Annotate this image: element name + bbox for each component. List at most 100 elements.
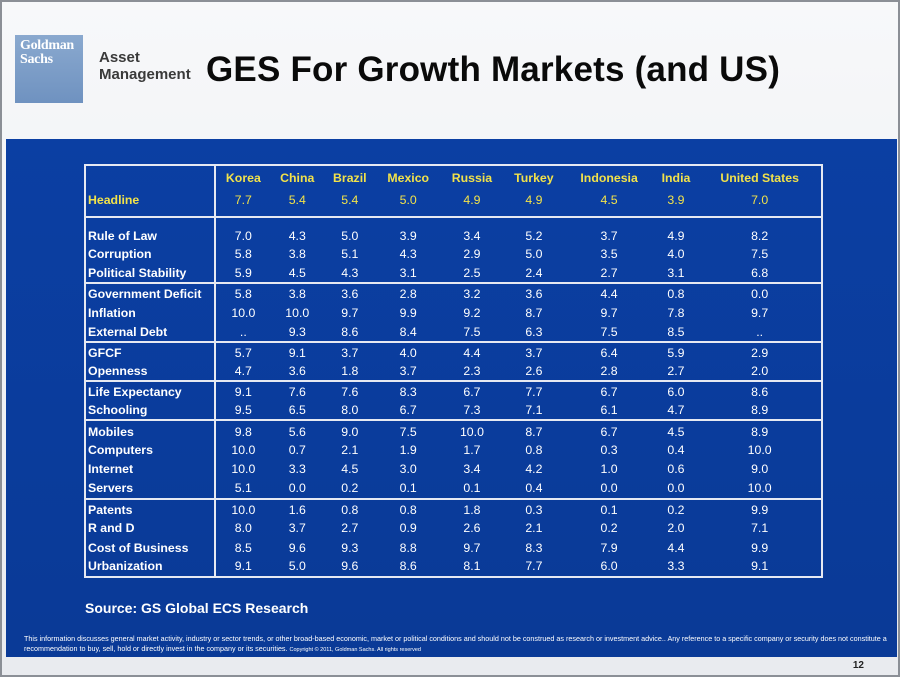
column-header: Korea	[225, 170, 261, 185]
table-cell: 4.0	[667, 246, 685, 261]
table-cell: 10.0	[215, 497, 271, 519]
table-cell: 9.7	[600, 305, 618, 320]
table-cell: 7.5	[751, 246, 769, 261]
table-cell: 2.5	[463, 265, 481, 280]
table-cell: 10.0	[285, 305, 310, 320]
table-cell: 9.2	[463, 305, 481, 320]
table-cell: 5.0	[288, 558, 306, 573]
table-cell: 9.7	[341, 305, 359, 320]
table-row: Rule of Law 7.0 4.3 5.0 3.9 3.4 5.2 3.7 4.9 8.2	[85, 216, 822, 244]
table-cell: 0.2	[341, 481, 359, 496]
table-cell: 9.6	[341, 558, 359, 573]
table-cell: 0.4	[667, 442, 685, 457]
row-label: Corruption	[85, 244, 216, 264]
table-cell: 8.1	[463, 558, 481, 573]
column-header: China	[280, 170, 315, 185]
table-cell: 5.1	[234, 481, 252, 496]
table-cell: 3.7	[288, 521, 306, 536]
table-cell: 3.5	[600, 246, 618, 261]
table-cell: 1.8	[440, 497, 504, 519]
table-cell: 10.0	[231, 442, 256, 457]
table-cell: 8.5	[234, 540, 252, 555]
asset-management-brand: Asset Management	[99, 49, 191, 83]
table-cell: 6.7	[399, 403, 417, 418]
table-cell: 0.4	[525, 481, 543, 496]
table-cell: 7.1	[751, 521, 769, 536]
slide-header: Goldman Sachs Asset Management GES For G…	[2, 2, 898, 139]
table-row: R and D 8.0 3.7 2.7 0.9 2.6 2.1 0.2 2.0 7.1	[85, 518, 822, 538]
table-cell: 7.5	[600, 324, 618, 339]
table-cell: 0.2	[653, 497, 699, 519]
table-cell: 5.1	[341, 246, 359, 261]
table-cell: 2.8	[375, 282, 441, 303]
row-label: Mobiles	[85, 419, 216, 440]
table-cell: 3.9	[375, 216, 441, 244]
column-header-label	[85, 165, 216, 189]
logo-line-1: Goldman	[20, 38, 74, 53]
table-cell: 4.4	[564, 282, 654, 303]
table-cell: 5.0	[525, 246, 543, 261]
table-cell: 0.1	[463, 481, 481, 496]
table-header-row: Korea China Brazil Mexico Russia Turkey Indone…	[85, 165, 822, 189]
table-cell: 0.3	[600, 442, 618, 457]
table-row: Headline 7.7 5.4 5.4 5.0 4.9 4.9 4.5 3.9 7.0	[85, 189, 822, 217]
table-cell: 8.9	[751, 403, 769, 418]
row-label: Rule of Law	[85, 216, 216, 244]
table-cell: 4.9	[463, 192, 481, 207]
table-cell: 0.1	[399, 481, 417, 496]
table-cell: 4.2	[525, 462, 543, 477]
table-cell: 2.7	[667, 363, 685, 378]
table-cell: 10.0	[747, 481, 772, 496]
table-cell: 6.5	[288, 403, 306, 418]
row-label: GFCF	[85, 340, 216, 362]
table-row: Openness 4.7 3.6 1.8 3.7 2.3 2.6 2.8 2.7 2.0	[85, 361, 822, 382]
logo-line-2: Sachs	[20, 52, 53, 67]
table-cell: 8.7	[503, 419, 565, 440]
table-row: Life Expectancy 9.1 7.6 7.6 8.3 6.7 7.7 6.7 6.0 8…	[85, 380, 822, 401]
table-cell: 3.8	[270, 282, 324, 303]
table-cell: 7.3	[463, 403, 481, 418]
table-cell: 6.0	[600, 558, 618, 573]
ges-table: Korea China Brazil Mexico Russia Turkey Indone…	[84, 164, 823, 579]
table-cell: 8.9	[698, 419, 822, 440]
table-cell: 9.9	[399, 305, 417, 320]
table-cell: 10.0	[231, 305, 256, 320]
table-cell: 3.7	[399, 363, 417, 378]
table-cell: 0.1	[564, 497, 654, 519]
table-cell: 4.5	[653, 419, 699, 440]
table-cell: 2.1	[341, 442, 359, 457]
table-cell: 7.0	[751, 192, 769, 207]
table-row: Government Deficit 5.8 3.8 3.6 2.8 3.2 3.6 4.4 0…	[85, 282, 822, 303]
table-cell: 8.2	[698, 216, 822, 244]
table-cell: 7.6	[323, 380, 376, 401]
goldman-sachs-logo: Goldman Sachs	[15, 35, 83, 103]
table-cell: 1.0	[600, 462, 618, 477]
table-cell: 9.6	[288, 540, 306, 555]
table-cell: 9.3	[288, 324, 306, 339]
row-label: Headline	[85, 189, 216, 217]
page-number: 12	[852, 660, 864, 671]
table-cell: 3.3	[667, 558, 685, 573]
table-cell: 9.1	[751, 558, 769, 573]
table-cell: 0.6	[667, 462, 685, 477]
table-cell: 1.6	[270, 497, 324, 519]
row-label: Political Stability	[85, 263, 216, 284]
table-cell: 3.8	[288, 246, 306, 261]
table-row: Patents 10.0 1.6 0.8 0.8 1.8 0.3 0.1 0.2 9.9	[85, 497, 822, 519]
table-cell: 3.9	[667, 192, 685, 207]
table-cell: 4.7	[667, 403, 685, 418]
table-cell: 4.4	[667, 540, 685, 555]
row-label: Urbanization	[85, 557, 216, 578]
table-cell: 5.9	[234, 265, 252, 280]
table-cell: 1.7	[463, 442, 481, 457]
table-cell: 5.4	[341, 192, 359, 207]
table-cell: 8.6	[698, 380, 822, 401]
column-header: Mexico	[387, 170, 430, 185]
table-cell: 2.0	[667, 521, 685, 536]
table-cell: 2.3	[463, 363, 481, 378]
table-cell: 9.1	[234, 558, 252, 573]
table-cell: 2.1	[525, 521, 543, 536]
table-cell: 2.9	[698, 340, 822, 362]
table-cell: ..	[239, 324, 247, 339]
table-cell: 9.7	[463, 540, 481, 555]
